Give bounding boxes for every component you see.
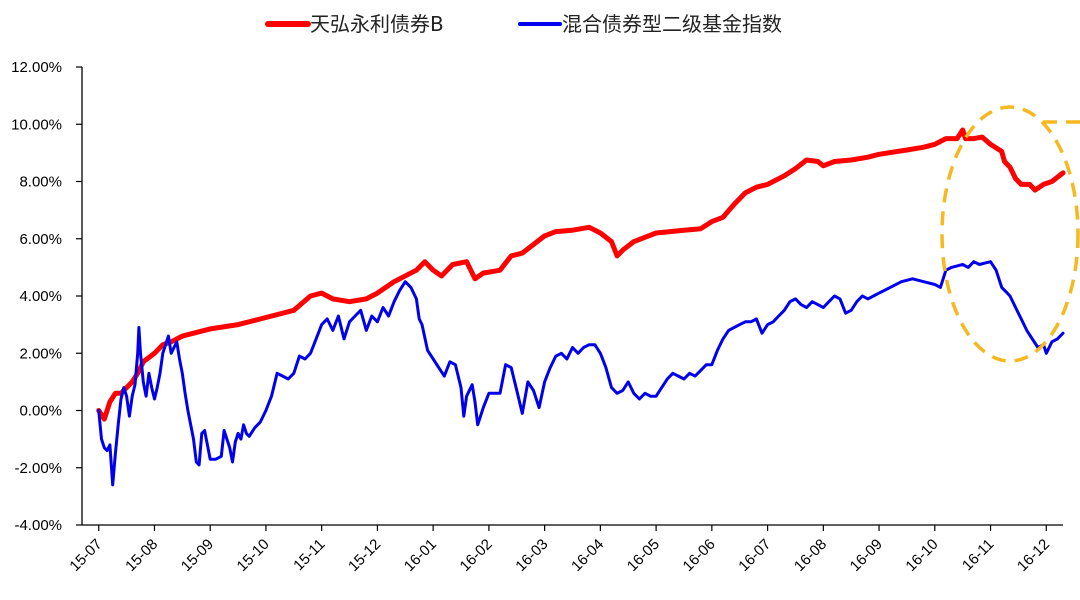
x-tick-label: 15-08 (122, 536, 161, 575)
y-tick-label: 8.00% (19, 174, 62, 191)
x-tick-label: 16-10 (902, 536, 941, 575)
x-tick-label: 15-10 (234, 536, 273, 575)
x-tick-label: 16-07 (735, 536, 774, 575)
series-line-1 (97, 260, 1065, 487)
x-tick-label: 16-03 (512, 536, 551, 575)
highlight-annotation (940, 105, 1080, 363)
y-tick-label: -2.00% (14, 460, 62, 477)
x-tick-label: 16-01 (401, 536, 440, 575)
x-tick-label: 16-06 (680, 536, 719, 575)
highlight-ellipse (940, 105, 1080, 363)
x-tick-label: 16-11 (959, 536, 997, 574)
y-tick-label: -4.00% (14, 517, 62, 534)
x-tick-label: 15-11 (290, 536, 328, 574)
x-tick-label: 15-07 (66, 536, 105, 575)
y-tick-label: 10.00% (11, 116, 62, 133)
x-tick-label: 16-09 (847, 536, 886, 575)
series-line-0 (96, 127, 1066, 422)
x-tick-label: 16-04 (568, 536, 607, 575)
x-tick-label: 16-05 (624, 536, 663, 575)
x-tick-label: 15-09 (178, 536, 217, 575)
x-tick-label: 16-12 (1014, 536, 1053, 575)
y-tick-label: 12.00% (11, 59, 62, 76)
x-axis: 15-07 15-08 15-09 15-10 15-11 15-12 16-01 16-02… (66, 524, 1063, 575)
y-tick-label: 2.00% (19, 345, 62, 362)
y-axis: 12.00% 10.00% 8.00% 6.00% 4.00% 2.00% 0.00% -2.… (11, 59, 83, 534)
legend-label-1: 混合债券型二级基金指数 (562, 12, 782, 36)
y-tick-label: 6.00% (19, 231, 62, 248)
x-tick-label: 16-08 (791, 536, 830, 575)
x-tick-label: 16-02 (457, 536, 496, 575)
y-tick-label: 4.00% (19, 288, 62, 305)
legend: 天弘永利债券B 混合债券型二级基金指数 (265, 12, 782, 36)
y-tick-label: 0.00% (19, 403, 62, 420)
x-tick-label: 15-12 (345, 536, 384, 575)
series-layer (96, 127, 1066, 487)
legend-label-0: 天弘永利债券B (310, 12, 444, 36)
